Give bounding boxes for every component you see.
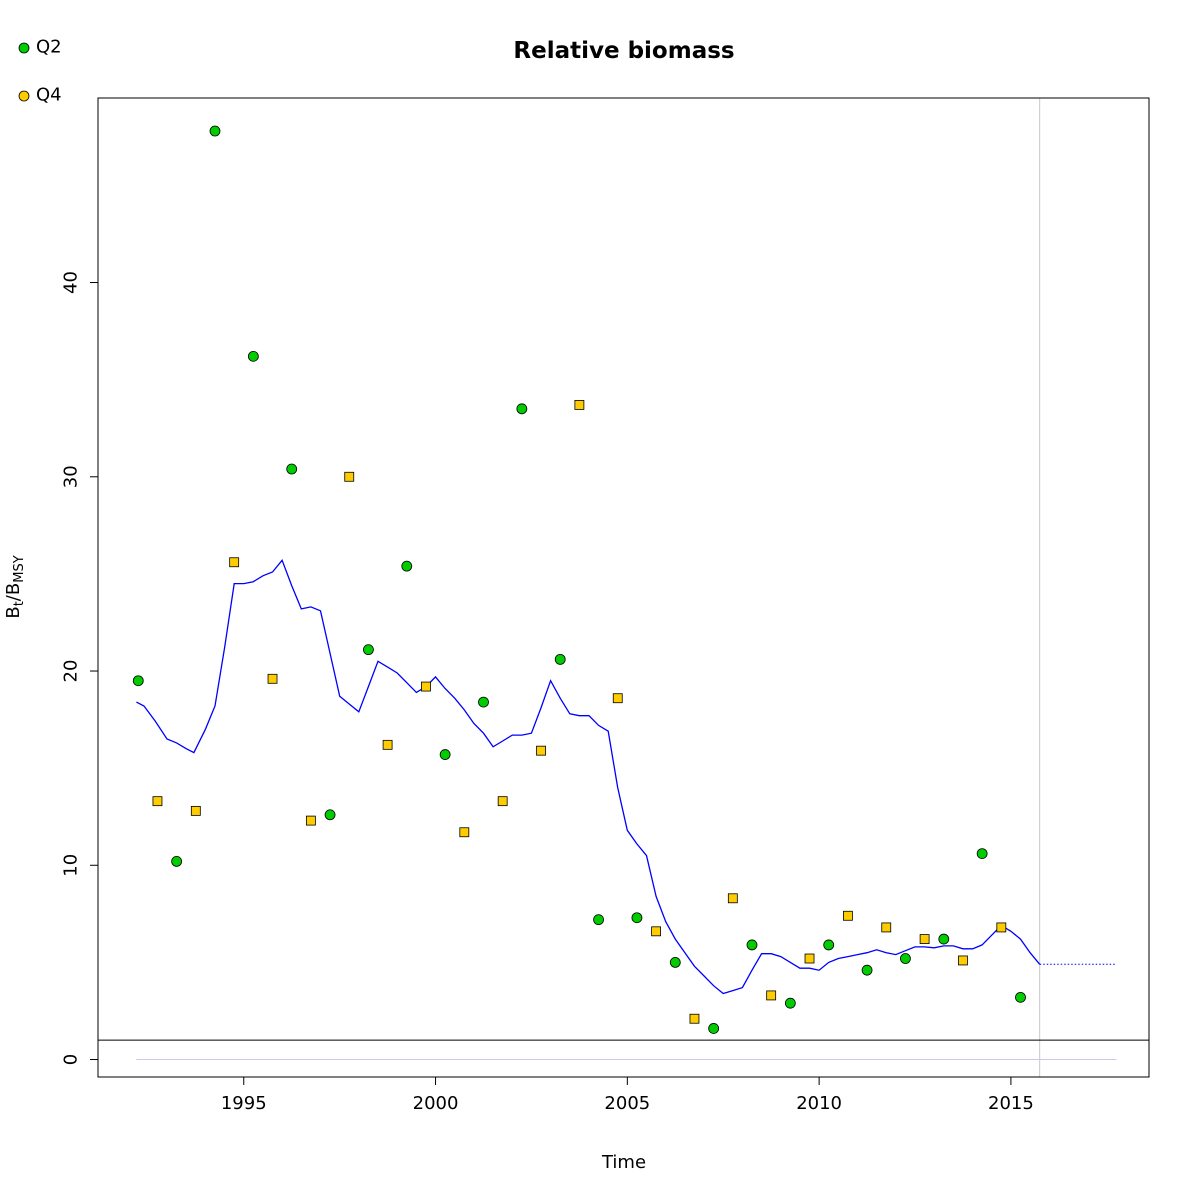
point-q2 <box>669 956 681 968</box>
point-q4 <box>497 796 508 807</box>
point-q2 <box>478 696 489 708</box>
point-q4 <box>421 681 431 692</box>
x-axis-label: Time <box>601 1152 646 1173</box>
biomass-estimate-line <box>136 559 1041 995</box>
point-q4 <box>804 953 815 964</box>
x-tick-label: 1995 <box>221 1093 267 1114</box>
y-tick-label: 30 <box>60 465 81 488</box>
point-q2 <box>593 914 604 926</box>
point-q4 <box>958 955 968 966</box>
point-q2 <box>861 964 873 976</box>
point-q4 <box>689 1013 700 1024</box>
point-q4 <box>842 910 853 921</box>
y-axis-label-sub1: t <box>12 601 27 606</box>
point-q2 <box>286 463 298 475</box>
point-q2 <box>324 809 336 821</box>
point-q2 <box>784 997 796 1009</box>
point-q2 <box>708 1023 720 1034</box>
point-q2 <box>823 939 835 951</box>
point-q2 <box>554 653 566 665</box>
point-q2 <box>900 953 911 964</box>
point-q4 <box>651 926 662 937</box>
point-q4 <box>267 673 278 684</box>
point-q4 <box>152 796 163 807</box>
point-q2 <box>171 855 183 867</box>
y-axis-label: Bt/BMSY <box>3 555 27 618</box>
point-q2 <box>938 933 950 945</box>
y-axis-label-mid: /B <box>3 583 24 601</box>
plot-frame <box>97 97 1150 1078</box>
point-q2 <box>516 403 528 415</box>
chart-title: Relative biomass <box>513 38 734 64</box>
point-q2 <box>247 350 259 362</box>
point-q2 <box>746 939 758 951</box>
point-q4 <box>229 557 240 568</box>
x-tick-label: 2010 <box>796 1093 842 1114</box>
y-tick-label: 10 <box>60 854 81 877</box>
point-q4 <box>190 805 201 816</box>
x-tick-label: 2005 <box>604 1093 650 1114</box>
point-q4 <box>612 693 623 704</box>
legend-label-q2: Q2 <box>36 36 62 57</box>
point-q2 <box>363 644 374 656</box>
point-q4 <box>382 739 393 750</box>
legend: Q2 Q4 <box>18 36 62 105</box>
y-tick-label: 20 <box>60 660 81 683</box>
point-q4 <box>919 934 930 944</box>
point-q2 <box>401 560 413 572</box>
point-q2 <box>631 912 643 924</box>
x-tick-label: 2015 <box>988 1093 1034 1114</box>
point-q4 <box>881 922 892 933</box>
point-q2 <box>439 749 451 760</box>
legend-label-q4: Q4 <box>36 84 62 105</box>
y-tick-label: 0 <box>60 1054 81 1065</box>
x-tick-label: 2000 <box>413 1093 459 1114</box>
point-q4 <box>766 990 777 1001</box>
point-q4 <box>344 471 355 482</box>
y-axis-label-sub2: MSY <box>12 555 27 582</box>
legend-marker-q2 <box>18 42 30 54</box>
y-axis-label-base: B <box>3 606 24 618</box>
point-q4 <box>305 815 316 826</box>
plot-area <box>98 98 1149 1077</box>
y-tick-label: 40 <box>60 271 81 294</box>
point-q4 <box>727 893 738 904</box>
point-q2 <box>132 675 144 687</box>
point-q2 <box>976 848 988 860</box>
point-q4 <box>996 922 1007 933</box>
legend-marker-q4 <box>18 90 30 102</box>
point-q2 <box>209 125 221 137</box>
point-q2 <box>1015 991 1026 1003</box>
point-q4 <box>574 400 585 410</box>
point-q4 <box>536 745 546 756</box>
point-q4 <box>459 827 470 838</box>
